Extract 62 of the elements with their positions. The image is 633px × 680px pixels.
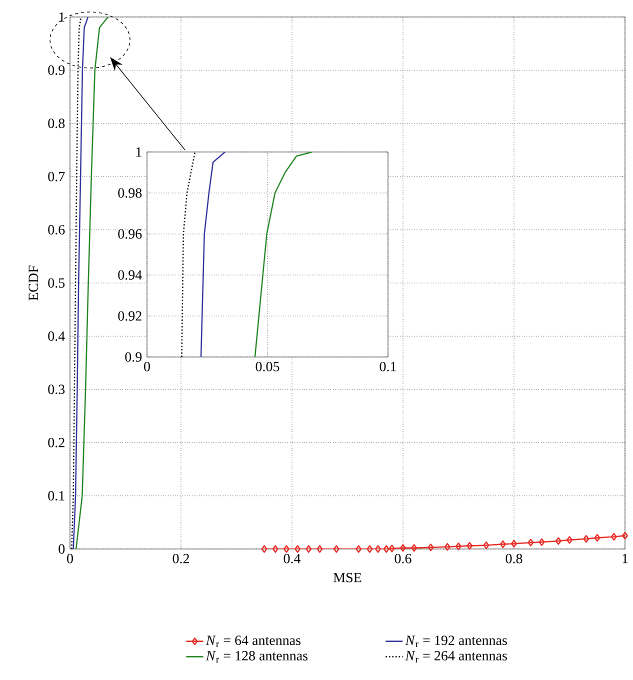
y-tick-label: 0.96 [118,229,142,239]
y-tick-label: 1 [59,12,64,22]
point [294,545,301,553]
y-axis-title: ECDF [28,266,38,300]
x-tick-label: 0 [144,362,150,372]
point [400,544,406,552]
point [366,545,373,553]
point [374,545,381,553]
y-tick-label: 0.4 [48,331,65,341]
y-tick-label: 0.2 [48,438,64,448]
point [510,540,517,548]
point [333,545,340,553]
y-tick-label: 0.6 [48,225,65,235]
y-tick-label: 0.5 [48,278,65,288]
point [528,538,534,546]
line-series [200,152,226,357]
point [466,542,473,550]
y-tick-label: 0.94 [118,270,142,280]
y-tick-label: 0.9 [48,65,64,75]
x-tick-label: 0 [66,554,73,564]
y-tick-label: 0.9 [125,352,142,362]
point [566,536,572,544]
y-tick-label: 1 [136,147,142,157]
point [316,545,323,553]
y-tick-label: 0.8 [48,118,65,128]
point [428,544,434,552]
point [410,544,418,552]
point [594,534,600,542]
point [610,532,617,541]
point [483,541,490,550]
line-series [254,152,313,357]
point [455,542,462,550]
point [500,540,506,548]
point [538,538,545,546]
x-tick-label: 0.6 [394,554,412,564]
point [583,535,590,543]
legend-label: N$_{r}$ = 192 antennas [405,636,507,648]
point [272,545,278,553]
y-tick-label: 0.1 [48,491,64,501]
point [383,545,390,553]
line-series [75,16,109,549]
x-axis-title: MSE [333,572,362,582]
point [283,545,290,553]
legend-label: N$_{r}$ = 128 antennas [206,650,308,662]
x-tick-label: 0.2 [172,554,189,564]
x-tick-label: 0.8 [506,554,522,564]
y-tick-label: 0.3 [48,384,65,394]
point [555,537,562,545]
x-tick-label: 0.1 [380,362,396,372]
x-tick-label: 0.05 [256,362,280,372]
y-tick-label: 0.98 [118,188,142,198]
legend-label: N$_{r}$ = 64 antennas [206,636,300,648]
point [388,544,395,552]
point [444,543,450,551]
y-tick-label: 0 [58,544,65,554]
y-tick-label: 0.7 [48,172,65,182]
x-tick-label: 0.4 [284,554,300,564]
legend-label: N$_{r}$ = 264 antennas [405,651,507,662]
x-tick-label: 1 [622,554,628,564]
y-tick-label: 0.92 [118,311,142,321]
point [355,545,362,553]
point [306,545,312,553]
